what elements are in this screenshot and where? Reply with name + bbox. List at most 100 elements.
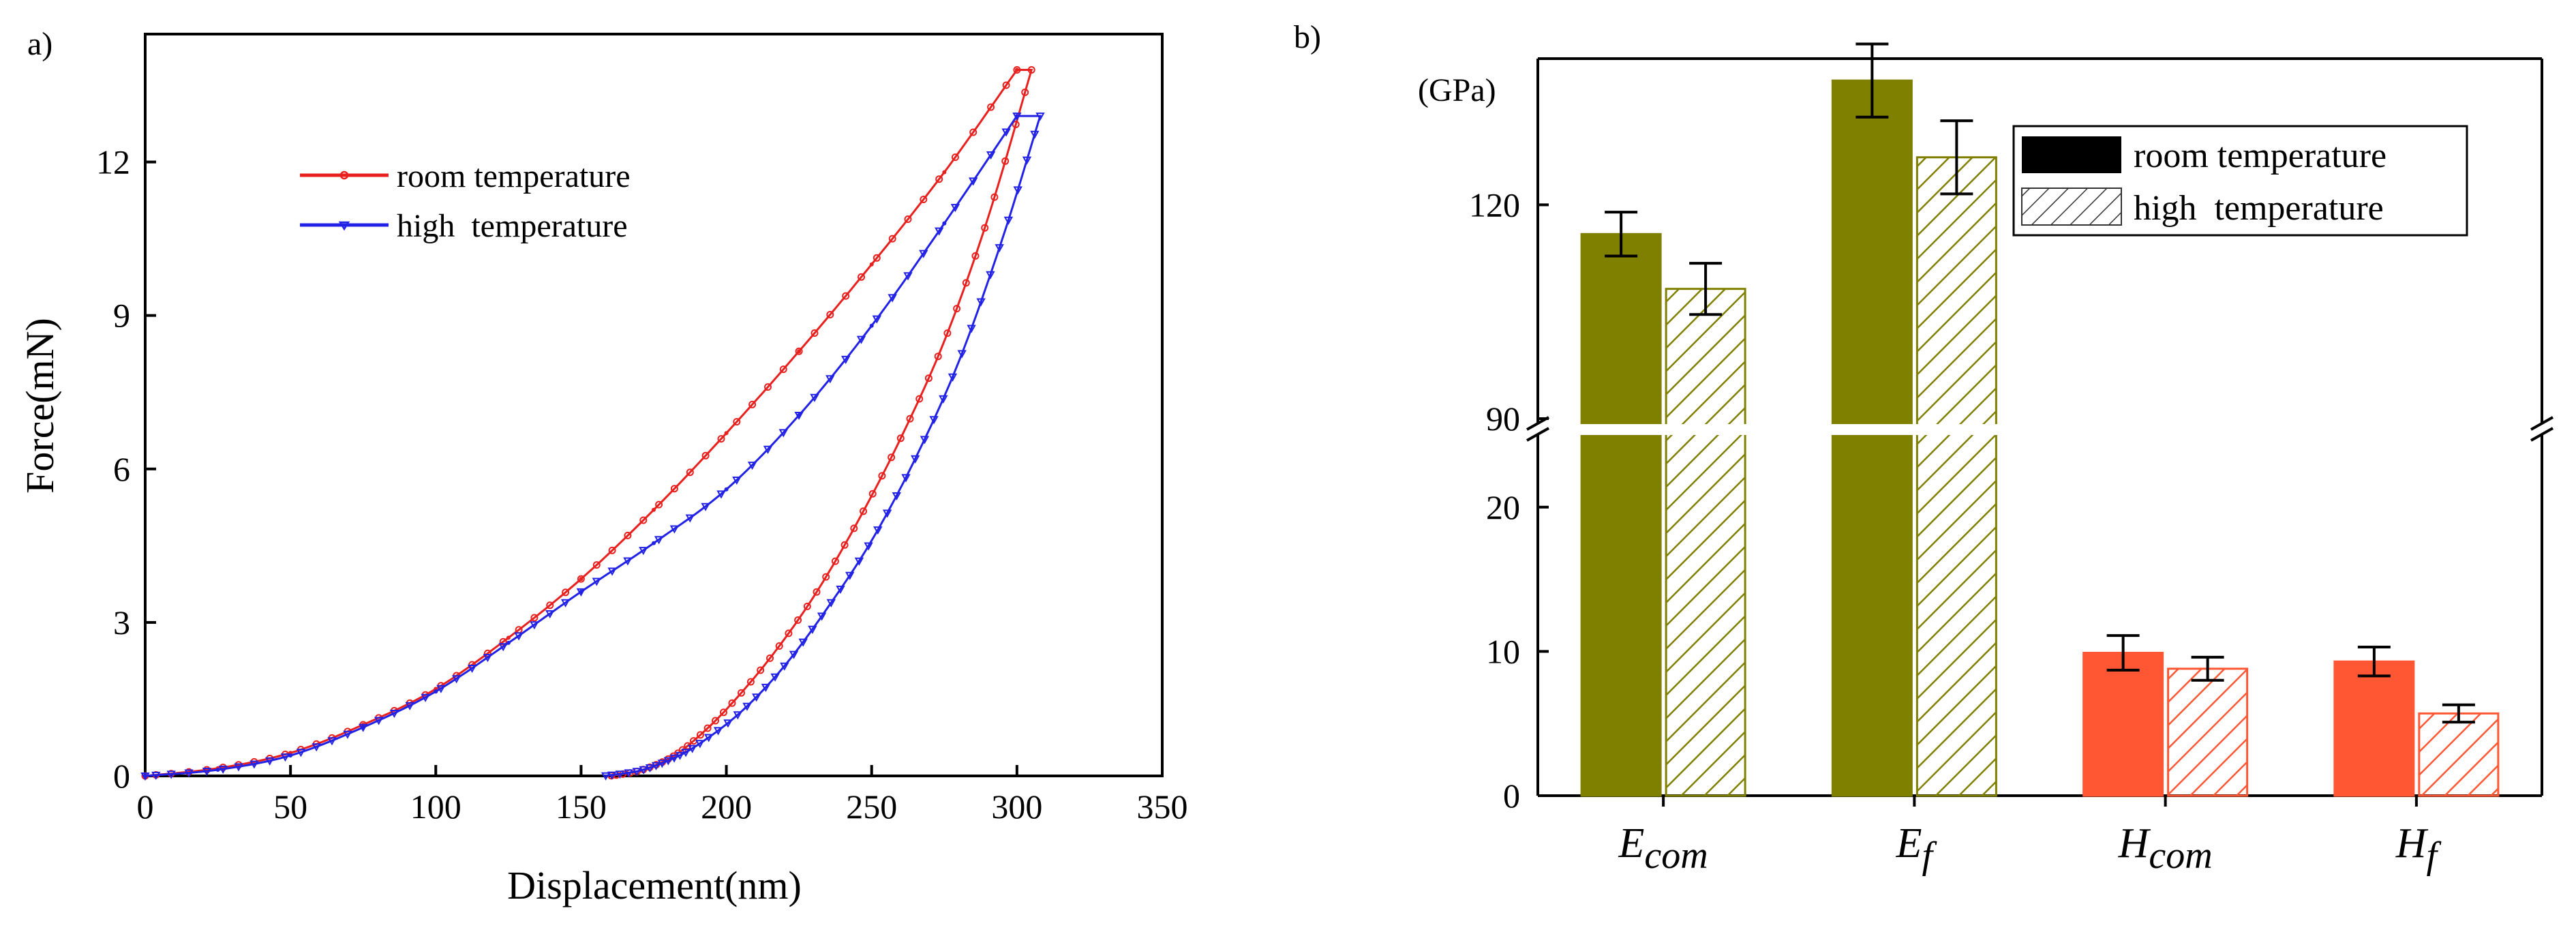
marker [728,699,736,707]
marker [624,769,633,778]
marker [850,524,858,532]
x-tick-label: Hcom [2118,820,2213,877]
panel-b-label: b) [1294,19,1321,55]
data-point [288,753,293,758]
marker [763,445,773,454]
marker [184,769,194,778]
marker [748,400,757,408]
error-bar [2357,646,2391,678]
marker [655,500,663,509]
marker [757,666,765,674]
data-point [143,774,147,778]
marker [639,516,648,524]
panel-b: b) (GPa) 0 10 20 90 120 Ecom Ef Hcom Hf room te… [1294,19,2556,877]
data-point [652,507,656,512]
marker [950,204,960,213]
marker [577,575,585,583]
legend-label-high-temperature: high temperature [397,208,628,244]
marker [623,557,633,566]
marker [778,429,788,438]
marker [675,751,685,760]
marker [798,638,808,647]
y-tick-label: 12 [96,143,130,181]
marker [560,599,571,608]
marker [483,654,493,663]
y-tick-label: 0 [113,757,130,795]
marker [813,588,821,596]
marker [822,573,830,581]
marker [981,224,989,232]
marker [825,375,835,384]
marker [826,599,836,608]
marker [888,294,897,303]
marker [654,536,664,545]
marker [780,662,789,671]
panel-a-x-axis: 0 50 100 150 200 250 300 350 [137,765,1188,826]
marker [896,434,905,442]
marker [151,771,161,780]
marker [906,415,914,423]
marker [868,490,877,498]
marker [888,235,896,243]
marker [657,760,667,768]
marker [766,654,774,662]
legend-marker-room-temperature [339,170,349,180]
marker [645,764,655,773]
panel-a: a) 0 50 100 150 200 250 300 350 0 3 6 9 12 room tem… [18,26,1188,907]
marker [962,279,970,287]
marker [546,601,554,610]
marker [514,632,524,641]
marker [732,477,742,485]
marker [733,711,742,720]
error-bar [1940,119,1973,196]
marker [436,685,446,693]
legend-swatch-room-temperature [2022,136,2121,173]
data-point [869,323,874,328]
marker [265,757,275,766]
marker [934,352,942,361]
x-tick-label: 300 [991,787,1042,826]
x-tick-label: 250 [846,787,897,826]
marker [775,642,783,650]
marker [746,678,755,686]
marker [987,103,995,111]
marker [939,395,948,404]
marker [911,455,920,464]
data-point [215,768,220,772]
marker [951,153,959,162]
marker [1012,121,1020,128]
panel-b-bars [1580,42,2500,797]
marker [343,730,352,739]
marker [919,250,928,258]
marker [904,215,912,223]
marker [607,771,617,780]
marker [948,373,958,382]
marker [688,745,697,753]
panel-a-label: a) [27,26,52,62]
x-tick-label: 150 [556,787,607,826]
data-point [797,349,802,354]
marker [624,531,632,539]
marker [686,468,694,477]
series-high-temperature [140,112,1045,781]
y-tick-label: 9 [113,297,130,335]
marker [764,383,772,391]
marker [663,757,673,766]
data-point [506,635,511,640]
marker [873,254,881,262]
markers-room-temperature [141,66,1035,780]
x-tick-label: 0 [137,787,154,826]
data-point [1014,114,1019,119]
marker [742,702,752,711]
marker [327,737,337,746]
marker [826,311,834,318]
marker [701,451,710,460]
marker [1001,128,1011,137]
marker [924,374,933,382]
marker [967,325,976,333]
panel-b-y-axis: 0 10 20 90 120 [1469,185,1549,815]
marker [995,244,1004,253]
marker [681,749,691,758]
marker [717,435,725,443]
marker [1027,66,1035,74]
